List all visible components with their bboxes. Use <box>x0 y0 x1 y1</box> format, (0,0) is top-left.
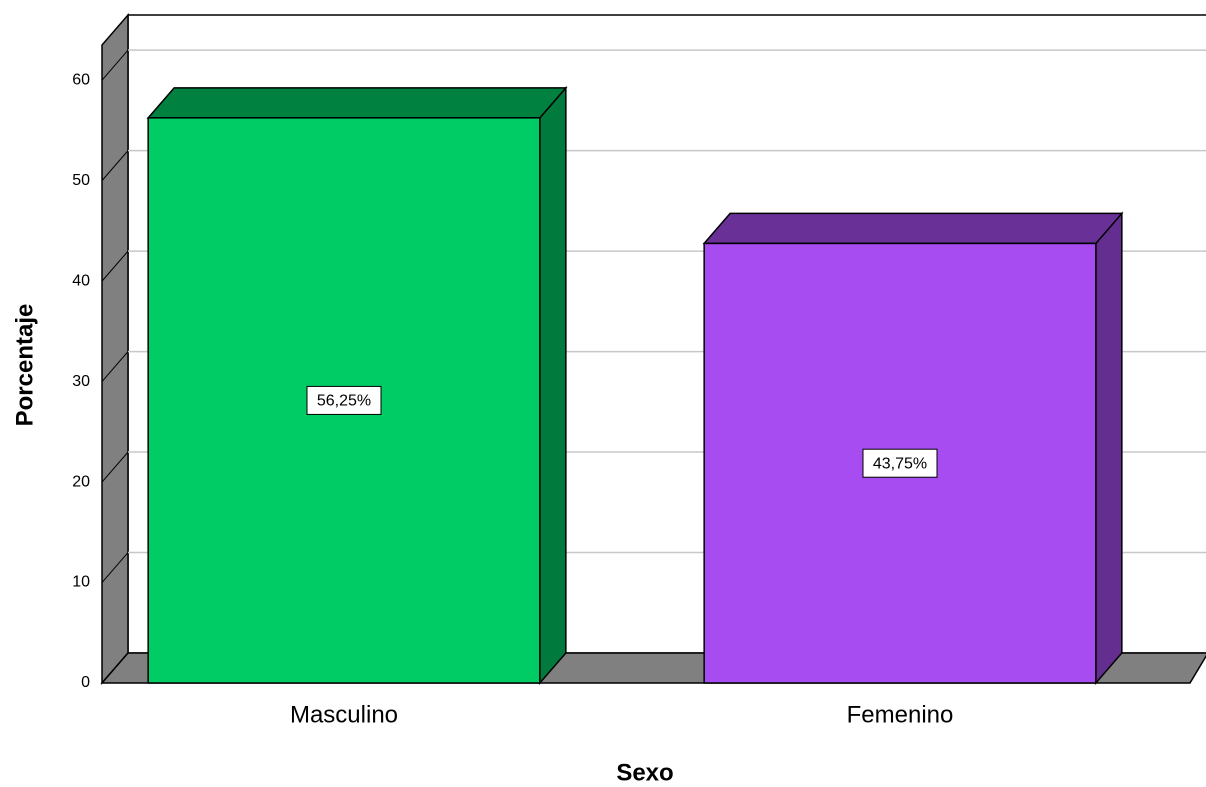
y-tick-label: 30 <box>72 373 90 390</box>
tick-mark <box>101 49 129 81</box>
y-tick-label: 10 <box>72 574 90 591</box>
value-label-box <box>862 448 938 478</box>
tick-mark <box>101 150 129 181</box>
bar <box>146 85 568 686</box>
bar-top <box>146 87 568 119</box>
bar-top <box>702 212 1124 245</box>
x-tick-label: Femenino <box>847 701 954 728</box>
bar-side <box>1095 211 1123 686</box>
y-tick-label: 40 <box>72 272 90 289</box>
tick-mark <box>101 552 129 583</box>
y-tick-label: 60 <box>72 71 90 88</box>
y-tick-label: 50 <box>72 172 90 189</box>
value-label: 56,25% <box>317 393 371 410</box>
value-label-box <box>306 385 382 415</box>
tick-mark <box>101 451 129 483</box>
tick-mark <box>101 250 129 282</box>
bar-side <box>539 85 567 686</box>
tick-mark <box>101 652 129 684</box>
value-label: 43,75% <box>873 455 927 472</box>
x-tick-label: Masculino <box>290 701 398 728</box>
left-wall <box>101 12 129 686</box>
x-axis-title: Sexo <box>616 759 673 786</box>
bar <box>702 211 1124 686</box>
y-tick-label: 0 <box>81 674 90 691</box>
tick-mark <box>101 351 129 382</box>
y-axis-title: Porcentaje <box>11 304 38 427</box>
y-tick-label: 20 <box>72 473 90 490</box>
